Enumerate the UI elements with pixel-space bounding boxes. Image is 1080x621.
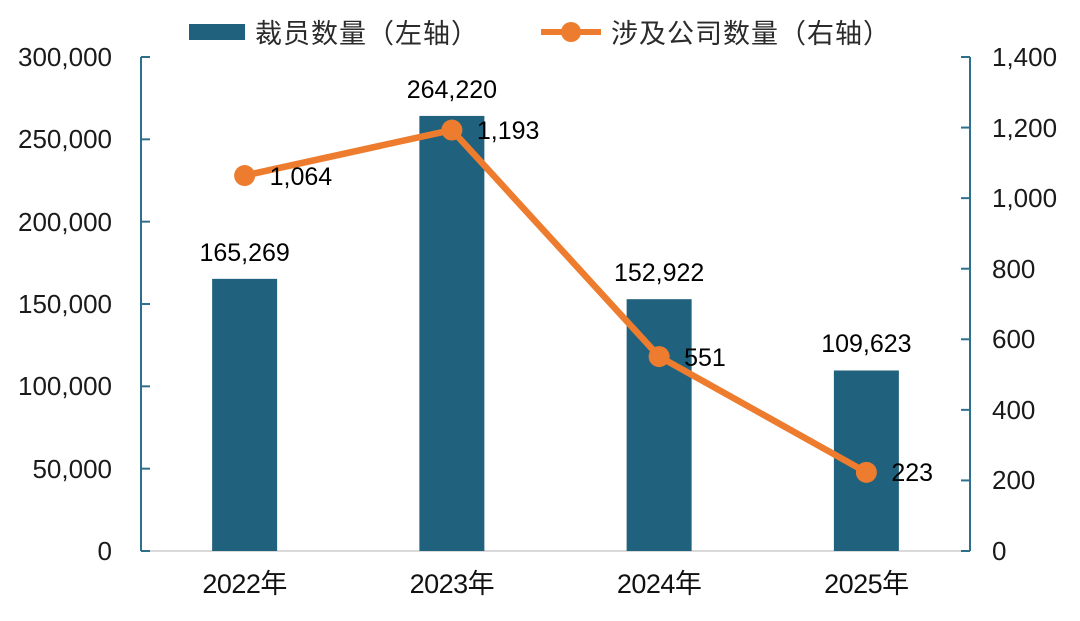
right-axis-tick-label: 400 (992, 394, 1036, 425)
left-axis-tick-label: 50,000 (32, 453, 112, 484)
line-marker-2025年 (855, 461, 877, 483)
left-axis-tick-label: 250,000 (18, 124, 112, 155)
right-axis-tick-label: 1,200 (992, 112, 1058, 143)
bar-value-label: 109,623 (821, 330, 912, 359)
line-value-label: 1,193 (476, 117, 540, 146)
right-axis-tick-label: 600 (992, 324, 1036, 355)
bar-value-label: 152,922 (613, 259, 705, 288)
line-marker-2022年 (234, 165, 256, 187)
bar-value-label: 264,220 (406, 75, 498, 104)
legend-label-layoffs: 裁员数量（左轴） (255, 19, 479, 49)
x-axis-label: 2025年 (824, 569, 909, 599)
left-axis-tick-label: 200,000 (18, 206, 112, 237)
right-axis-tick-label: 200 (992, 465, 1036, 496)
companies-line (241, 126, 870, 476)
left-axis-tick-label: 300,000 (18, 42, 112, 72)
right-axis-tick-label: 1,000 (992, 183, 1058, 214)
bar-2024年 (626, 299, 692, 551)
chart-legend: 裁员数量（左轴） 涉及公司数量（右轴） (0, 12, 1080, 51)
legend-label-companies: 涉及公司数量（右轴） (611, 19, 891, 49)
bar-2023年 (419, 115, 485, 552)
left-axis-tick-label: 0 (97, 536, 112, 566)
bar-2022年 (212, 278, 278, 551)
bar-series-swatch-icon (189, 23, 245, 40)
line-marker-2024年 (648, 346, 670, 368)
line-marker-2023年 (441, 119, 463, 141)
legend-item-layoffs: 裁员数量（左轴） (189, 12, 479, 51)
left-axis-tick-label: 150,000 (18, 289, 112, 319)
right-axis-tick-label: 0 (992, 536, 1007, 566)
right-axis-tick-label: 1,400 (992, 42, 1058, 72)
line-value-label: 551 (684, 343, 726, 372)
left-axis-tick-label: 100,000 (18, 371, 112, 402)
x-axis-label: 2023年 (409, 569, 495, 599)
bar-value-label: 165,269 (199, 238, 290, 267)
x-axis-label: 2024年 (616, 569, 702, 599)
x-axis-label: 2022年 (202, 569, 287, 599)
line-value-label: 1,064 (269, 162, 333, 191)
line-value-label: 223 (891, 459, 934, 488)
line-series-swatch-icon (541, 21, 601, 43)
legend-item-companies: 涉及公司数量（右轴） (541, 12, 891, 51)
right-axis-tick-label: 800 (992, 253, 1036, 284)
